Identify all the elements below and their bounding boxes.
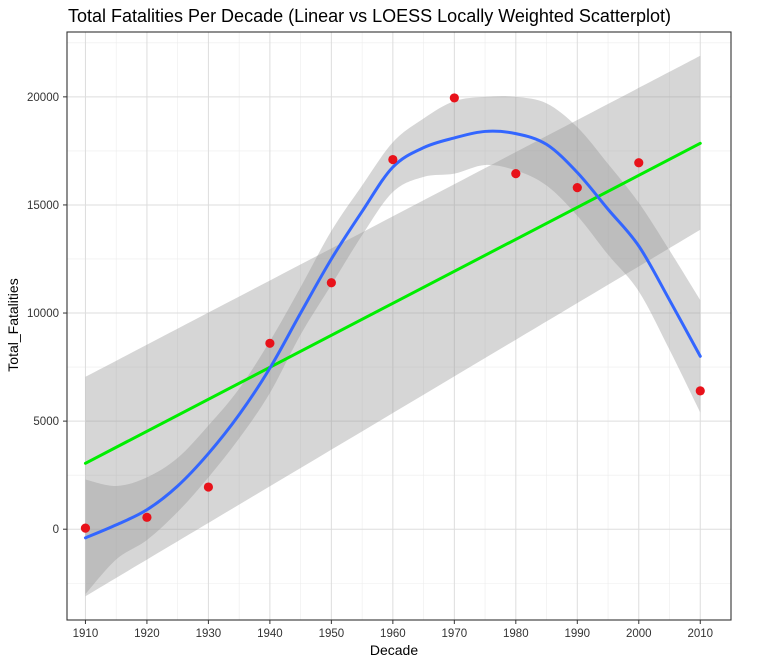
x-tick-label: 1940 <box>257 628 283 640</box>
data-points <box>80 93 705 533</box>
x-tick-label: 1950 <box>319 628 345 640</box>
grid-layer <box>67 32 731 620</box>
x-tick-label: 2000 <box>626 628 652 640</box>
y-tick-label: 20000 <box>27 92 59 104</box>
data-point <box>388 154 398 165</box>
x-tick-label: 1960 <box>380 628 406 640</box>
linear-confidence-band <box>85 55 701 597</box>
data-point <box>695 386 705 396</box>
fit-lines <box>83 129 702 540</box>
loess-fit-line <box>83 129 702 540</box>
x-tick-label: 2010 <box>687 628 713 640</box>
data-point <box>511 168 521 179</box>
confidence-ribbons <box>85 55 701 597</box>
y-tick-label: 10000 <box>27 308 59 320</box>
x-tick-label: 1930 <box>196 628 222 640</box>
y-tick-label: 5000 <box>33 416 59 428</box>
x-tick-label: 1920 <box>134 628 160 640</box>
data-point <box>80 523 91 533</box>
y-tick-label: 15000 <box>27 200 59 212</box>
linear-fit-line <box>83 141 702 465</box>
x-tick-label: 1970 <box>442 628 468 640</box>
data-point <box>572 183 582 193</box>
x-tick-label: 1990 <box>564 628 590 640</box>
chart-title: Total Fatalities Per Decade (Linear vs L… <box>68 6 671 26</box>
data-point <box>203 482 214 492</box>
data-point <box>326 278 336 288</box>
data-point <box>449 93 459 103</box>
data-point <box>634 158 644 168</box>
data-point <box>142 512 152 522</box>
axes: 1910 1920 1930 1940 1950 1960 1970 1980 1990 2000… <box>27 31 732 640</box>
x-tick-label: 1910 <box>73 628 99 640</box>
y-axis-title: Total_Fatalities <box>5 278 21 371</box>
panel-border <box>66 31 732 621</box>
x-tick-label: 1980 <box>503 628 529 640</box>
data-point <box>265 338 275 348</box>
x-axis-title: Decade <box>370 642 418 658</box>
y-tick-label: 0 <box>53 524 59 536</box>
